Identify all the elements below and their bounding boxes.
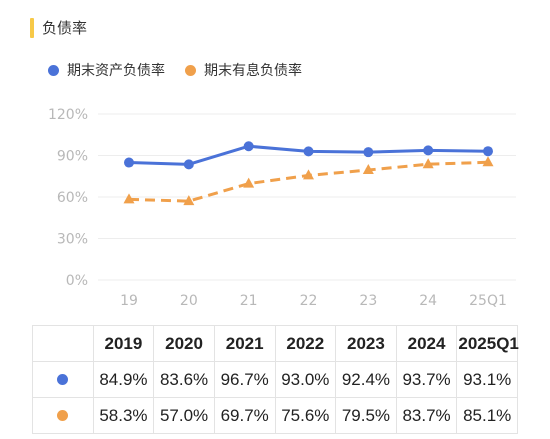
table-header-cell: 2019 [92,325,155,362]
x-tick-label: 19 [120,293,138,309]
table-row-series1: 84.9% 83.6% 96.7% 93.0% 92.4% 93.7% 93.1… [32,361,518,398]
series-line-2 [128,160,489,203]
table-cell: 69.7% [213,397,276,434]
table-cell: 85.1% [456,397,518,434]
data-table: 2019 2020 2021 2022 2023 2024 2025Q1 84.… [32,325,519,434]
series2-point [482,156,494,167]
x-tick-label: 25Q1 [469,293,507,309]
x-tick-label: 21 [240,293,258,309]
table-cell: 92.4% [335,361,397,398]
table-header-cell: 2022 [274,325,337,362]
table-cell: 83.7% [395,397,458,434]
series1-point [363,147,374,158]
series2-point [243,177,255,188]
title-accent-bar [30,18,34,38]
table-cell: 96.7% [213,361,276,398]
series2-point [123,193,135,204]
series1-point [303,146,314,157]
legend-dot-series2 [185,64,196,76]
table-cell: 79.5% [335,397,397,434]
series1-point [483,146,493,157]
legend-item-series1: 期末资产负债率 [48,60,165,80]
grid-layer [98,113,516,281]
series2-point [362,164,374,175]
x-tick-label: 20 [180,293,198,309]
table-cell: 84.9% [92,361,155,398]
y-tick-label: 0% [66,273,88,289]
series1-point [243,141,254,152]
y-tick-label: 60% [57,190,88,206]
table-cell: 93.0% [274,361,337,398]
y-tick-label: 90% [57,149,88,165]
legend-dot-series1 [48,64,59,76]
table-header-blank [32,325,94,362]
axis-labels: 120% 90% 60% 30% 0% 19 20 21 22 23 24 25Q1 [48,107,507,309]
series1-point [124,157,134,168]
legend-label-series1: 期末资产负债率 [67,63,165,79]
legend-label-series2: 期末有息负债率 [204,63,302,79]
table-header-cell: 2025Q1 [456,325,519,362]
table-row-marker [32,397,94,434]
table-header-row: 2019 2020 2021 2022 2023 2024 2025Q1 [32,325,519,362]
series2-point [303,169,314,180]
table-row-series2: 58.3% 57.0% 69.7% 75.6% 79.5% 83.7% 85.1… [32,397,518,434]
series2-point [422,158,434,169]
line-chart: 120% 90% 60% 30% 0% 19 20 21 22 23 24 25Q1 [48,107,516,309]
series1-point [183,159,194,170]
y-tick-label: 30% [57,232,88,248]
table-cell: 58.3% [92,397,155,434]
x-tick-label: 23 [359,293,377,309]
table-cell: 83.6% [153,361,215,398]
series2-point [183,195,195,206]
legend: 期末资产负债率 期末有息负债率 [48,60,322,80]
series1-dot-icon [57,373,69,385]
series1-point [423,145,434,156]
series2-dot-icon [57,409,69,421]
table-header-cell: 2024 [395,325,458,362]
table-cell: 93.1% [456,361,518,398]
table-cell: 93.7% [395,361,458,398]
table-header-cell: 2021 [213,325,276,362]
table-cell: 75.6% [274,397,337,434]
chart-title: 负债率 [42,19,88,37]
legend-item-series2: 期末有息负债率 [185,60,302,80]
table-header-cell: 2020 [153,325,215,362]
table-row-marker [32,361,94,398]
y-tick-label: 120% [48,107,88,123]
x-tick-label: 24 [419,293,437,309]
table-cell: 57.0% [153,397,215,434]
series-layer [123,141,494,206]
table-header-cell: 2023 [335,325,397,362]
x-tick-label: 22 [300,293,318,309]
